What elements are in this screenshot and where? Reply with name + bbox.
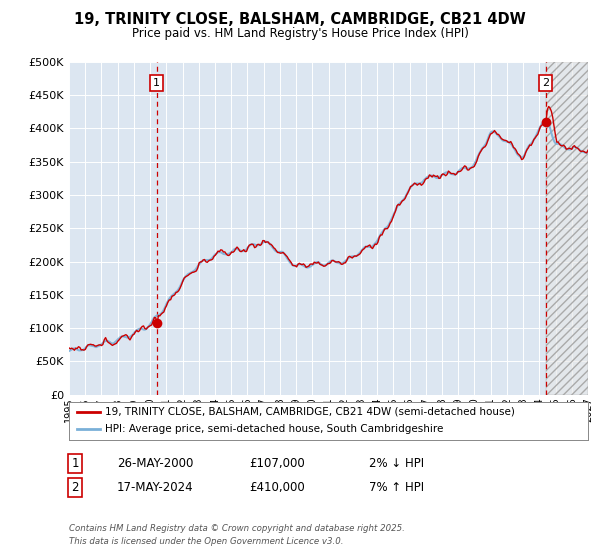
- Bar: [545, 62, 588, 395]
- Text: 2: 2: [71, 480, 79, 494]
- Text: HPI: Average price, semi-detached house, South Cambridgeshire: HPI: Average price, semi-detached house,…: [106, 424, 444, 435]
- Text: 2: 2: [542, 78, 549, 88]
- Text: £410,000: £410,000: [249, 480, 305, 494]
- Text: 19, TRINITY CLOSE, BALSHAM, CAMBRIDGE, CB21 4DW: 19, TRINITY CLOSE, BALSHAM, CAMBRIDGE, C…: [74, 12, 526, 27]
- Text: £107,000: £107,000: [249, 456, 305, 470]
- Bar: [545, 62, 588, 395]
- Text: Price paid vs. HM Land Registry's House Price Index (HPI): Price paid vs. HM Land Registry's House …: [131, 27, 469, 40]
- Text: 26-MAY-2000: 26-MAY-2000: [117, 456, 193, 470]
- Text: Contains HM Land Registry data © Crown copyright and database right 2025.
This d: Contains HM Land Registry data © Crown c…: [69, 524, 405, 545]
- Text: 7% ↑ HPI: 7% ↑ HPI: [369, 480, 424, 494]
- Text: 17-MAY-2024: 17-MAY-2024: [117, 480, 194, 494]
- Text: 19, TRINITY CLOSE, BALSHAM, CAMBRIDGE, CB21 4DW (semi-detached house): 19, TRINITY CLOSE, BALSHAM, CAMBRIDGE, C…: [106, 407, 515, 417]
- Text: 1: 1: [153, 78, 160, 88]
- Text: 1: 1: [71, 456, 79, 470]
- Text: 2% ↓ HPI: 2% ↓ HPI: [369, 456, 424, 470]
